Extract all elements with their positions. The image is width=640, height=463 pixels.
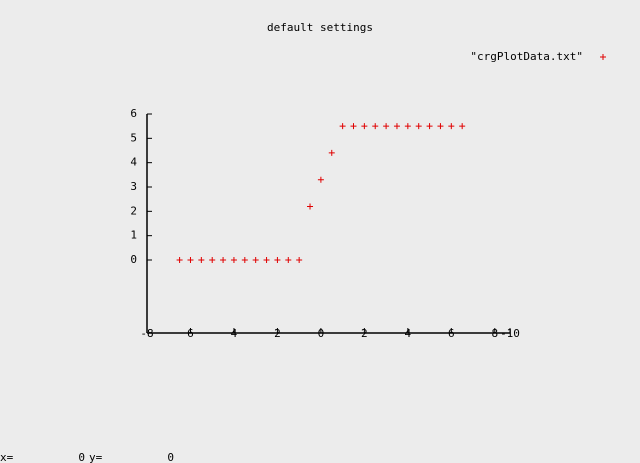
point [285, 257, 292, 263]
y-tick-label: 5 [130, 131, 137, 144]
point [361, 123, 368, 130]
point [317, 176, 324, 183]
point [296, 257, 303, 263]
point [393, 123, 400, 130]
point [426, 123, 433, 130]
x-tick-label: 2 [361, 327, 368, 340]
chart-title: default settings [267, 21, 373, 34]
y-tick-label: 2 [130, 204, 137, 217]
x-tick-label: 6 [448, 327, 455, 340]
point [383, 123, 390, 130]
x-tick-label: -10 [500, 327, 520, 340]
point [187, 257, 194, 263]
legend-marker [600, 54, 606, 60]
point [220, 257, 227, 263]
x-tick-label: 0 [318, 327, 325, 340]
status-x-value: 0 [78, 451, 85, 463]
x-tick-label: 2 [274, 327, 281, 340]
point [198, 257, 205, 263]
point [339, 123, 346, 130]
point [437, 123, 444, 130]
point [415, 123, 422, 130]
point [328, 149, 335, 156]
legend-label: "crgPlotData.txt" [470, 50, 583, 63]
y-tick-label: 0 [130, 253, 137, 266]
point [372, 123, 379, 130]
status-y-value: 0 [167, 451, 174, 463]
point [350, 123, 357, 130]
y-tick-label: 4 [130, 156, 137, 169]
point [274, 257, 281, 263]
x-tick-label: -8 [140, 327, 153, 340]
x-tick-label: 6 [187, 327, 194, 340]
point [209, 257, 216, 263]
point [459, 123, 466, 130]
x-tick-label: 4 [231, 327, 238, 340]
point [241, 257, 248, 263]
x-tick-label: 4 [405, 327, 412, 340]
status-x-label: x= [0, 451, 14, 463]
x-tick-label: 8 [491, 327, 498, 340]
y-tick-label: 6 [130, 107, 137, 120]
point [176, 257, 183, 263]
point [404, 123, 411, 130]
point [230, 257, 237, 263]
status-y-label: y= [89, 451, 103, 463]
y-tick-label: 1 [130, 229, 137, 242]
point [263, 257, 270, 263]
y-tick-label: 3 [130, 180, 137, 193]
point [307, 203, 314, 210]
point [448, 123, 455, 130]
point [252, 257, 259, 263]
